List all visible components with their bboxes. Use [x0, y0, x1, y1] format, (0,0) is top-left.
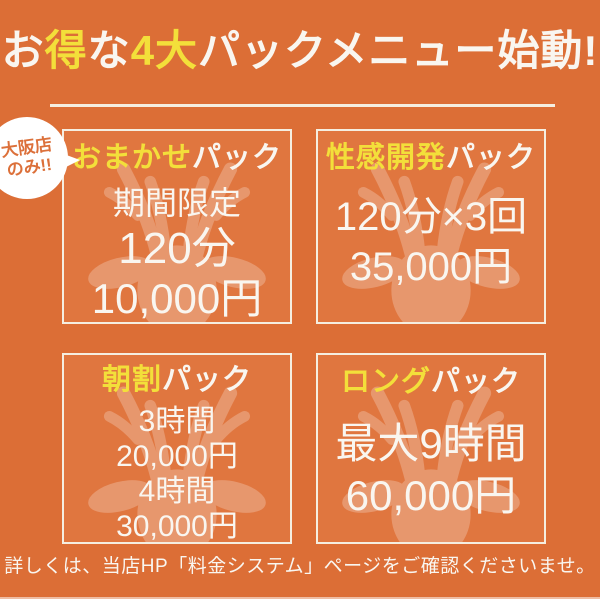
- panel-price: 35,000円: [349, 244, 513, 289]
- panel-seikan-kaihatsu-pack: 性感開発パック 120分×3回 35,000円: [316, 129, 546, 324]
- title-segment-highlight: 4大: [130, 27, 199, 74]
- bottom-edge-strip: [0, 597, 600, 599]
- panel-detail-line: 期間限定: [112, 184, 241, 221]
- panel-duration: 120分×3回: [334, 194, 528, 239]
- panel-title: 性感開発パック: [318, 141, 544, 176]
- panel-title: おまかせパック: [64, 141, 290, 176]
- panel-duration: 最大9時間: [335, 419, 527, 467]
- osaka-only-badge: 大阪店 のみ!!: [0, 116, 92, 200]
- panel-price: 30,000円: [116, 510, 238, 544]
- panel-title: ロングパック: [318, 365, 544, 400]
- panel-title-rest: パック: [192, 142, 283, 174]
- panel-omakase-pack: おまかせパック 期間限定 120分 10,000円: [62, 129, 292, 324]
- speech-bubble-icon: [0, 117, 80, 199]
- footer-note: 詳しくは、当店HP「料金システム」ページをご確認くださいませ。: [4, 556, 596, 577]
- panel-price: 20,000円: [116, 439, 238, 473]
- panel-duration: 3時間: [138, 404, 216, 438]
- title-underline: [50, 104, 555, 107]
- title-segment: パックメニュー始動!: [198, 27, 599, 74]
- panel-title-rest: パック: [431, 366, 522, 398]
- panel-title-highlight: ロング: [340, 366, 431, 398]
- panel-title-highlight: 性感開発: [325, 142, 446, 174]
- panel-duration: 120分: [118, 224, 236, 274]
- page-title: お得な4大パックメニュー始動!: [0, 26, 600, 76]
- badge-text: 大阪店 のみ!!: [0, 111, 75, 206]
- panel-long-pack: ロングパック 最大9時間 60,000円: [316, 353, 546, 544]
- panel-title-rest: パック: [162, 364, 253, 396]
- panel-asawari-pack: 朝割パック 3時間 20,000円 4時間 30,000円: [62, 353, 292, 544]
- panel-price: 10,000円: [91, 275, 263, 323]
- panel-price: 60,000円: [345, 472, 517, 520]
- panel-duration: 4時間: [138, 474, 216, 508]
- title-segment: お: [1, 27, 45, 74]
- panel-title: 朝割パック: [64, 363, 290, 398]
- panel-title-highlight: 朝割: [101, 364, 162, 396]
- panel-title-rest: パック: [446, 142, 537, 174]
- title-segment-highlight: 得: [44, 27, 88, 74]
- title-segment: な: [87, 27, 131, 74]
